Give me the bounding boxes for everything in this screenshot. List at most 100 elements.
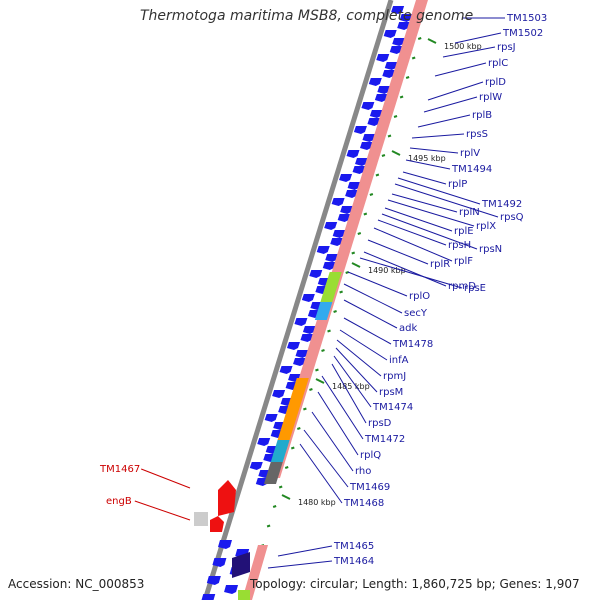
leader-line (411, 133, 465, 139)
leader-line (402, 171, 447, 185)
engb-gene (210, 516, 224, 532)
gene-label-rpsm: rpsM (379, 387, 403, 398)
tick-dot (399, 95, 404, 99)
product-segment (320, 272, 342, 302)
gene-arrow (286, 342, 300, 350)
gene-arrow (359, 142, 373, 150)
rna-track (242, 0, 428, 600)
gene-arrow (272, 390, 286, 398)
gene-label-tm1494: TM1494 (451, 164, 492, 175)
kbp-tick-mark (315, 378, 325, 384)
gene-label-tm1474: TM1474 (372, 402, 413, 413)
product-segment (314, 302, 333, 320)
kbp-tick-label: 1480 kbp (298, 498, 336, 507)
tick-dot (387, 134, 392, 138)
leader-line (359, 257, 463, 289)
gene-label-rplc: rplC (488, 58, 508, 69)
gene-label-tm1468: TM1468 (343, 498, 384, 509)
gene-arrow (295, 350, 309, 358)
gene-arrow (353, 126, 367, 134)
tick-dot (369, 193, 374, 196)
gene-label-rpmj: rpmJ (383, 371, 406, 382)
leader-line (331, 363, 367, 424)
gene-label-rplq: rplQ (360, 450, 381, 461)
leader-line (394, 183, 499, 218)
product-segment (277, 408, 300, 440)
tick-dot (417, 37, 422, 40)
gene-label-tm1478: TM1478 (392, 339, 433, 350)
gene-arrow (399, 14, 413, 22)
gene-arrow (340, 206, 354, 214)
gene-arrow (355, 158, 369, 166)
tick-dot (363, 212, 368, 216)
leader-line (384, 207, 453, 232)
gene-arrow (324, 222, 338, 230)
gene-arrow (377, 86, 391, 94)
gene-arrow (337, 214, 351, 222)
gene-label-rpse: rpsE (464, 283, 486, 294)
label-leaders (134, 17, 505, 569)
gene-label-tm1467: TM1467 (99, 464, 140, 475)
gene-label-rplb: rplB (472, 110, 492, 121)
tick-dot (309, 388, 313, 391)
leader-line (427, 81, 484, 101)
gene-arrow (301, 294, 315, 302)
gene-arrow (294, 318, 308, 326)
kbp-tick-mark (281, 494, 291, 500)
kbp-tick-label: 1490 kbp (368, 266, 406, 275)
gene-label-rplo: rplO (409, 291, 430, 302)
leader-line (134, 500, 191, 521)
leader-line (277, 545, 333, 557)
gene-label-rplp: rplP (448, 179, 467, 190)
gene-label-rpsh: rpsH (448, 240, 471, 251)
tick-dot (327, 329, 331, 333)
leader-line (303, 429, 349, 488)
tm1465-gene (232, 552, 250, 578)
gene-label-rple: rplE (454, 226, 474, 237)
gene-label-tm1502: TM1502 (502, 28, 543, 39)
tick-dot (339, 290, 343, 294)
tick-dot (375, 173, 380, 177)
leader-line (434, 62, 487, 77)
leader-line (405, 159, 451, 170)
leader-line (373, 227, 453, 262)
gene-label-rpss: rpsS (466, 129, 488, 140)
accession-text: Accession: NC_000853 (8, 577, 145, 591)
gene-arrow (279, 366, 293, 374)
leader-line (381, 213, 478, 250)
gene-arrow (218, 540, 232, 549)
leader-line (141, 468, 191, 489)
leader-line (311, 411, 354, 472)
gene-arrow (391, 6, 405, 14)
gene-arrow (316, 246, 330, 254)
gene-label-rpsj: rpsJ (497, 42, 516, 53)
leader-line (299, 443, 343, 504)
gene-arrow (368, 78, 382, 86)
product-segment (263, 462, 283, 484)
tick-dot (381, 154, 386, 157)
leader-line (391, 193, 458, 213)
gene-arrow (345, 190, 359, 198)
tm1467-gene (218, 480, 236, 516)
gene-labels: TM1503 TM1502 rpsJ rplC rplD rplW rplB rpsS rplV… (99, 13, 547, 567)
gene-arrow (331, 198, 345, 206)
gene-label-rplf: rplF (454, 256, 473, 267)
gene-label-rpld: rplD (485, 77, 506, 88)
gene-label-secy: secY (404, 308, 428, 319)
leader-line (417, 114, 471, 128)
leader-line (423, 96, 478, 113)
leader-line (343, 283, 403, 314)
tick-dot (411, 56, 416, 60)
backbone-line (202, 0, 394, 600)
gene-arrow (362, 134, 376, 142)
tick-dot (315, 368, 319, 372)
gene-arrow (201, 594, 216, 600)
kbp-tick-mark (351, 262, 361, 268)
gene-arrow (293, 358, 307, 366)
gene-label-rplx: rplX (476, 221, 496, 232)
rna-band (268, 0, 428, 478)
gene-label-rpsn: rpsN (479, 244, 502, 255)
gene-label-rplw: rplW (479, 92, 502, 103)
green-gene (238, 590, 250, 600)
